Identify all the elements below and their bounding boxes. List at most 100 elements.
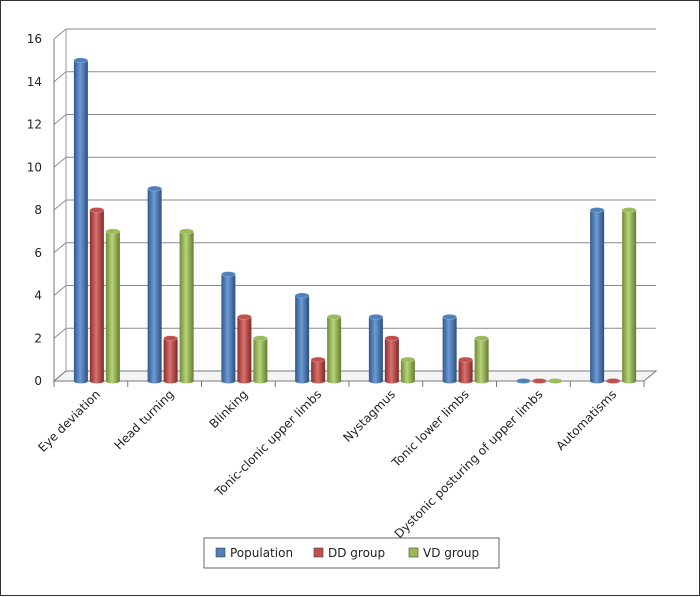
bar-vd-group [621, 207, 637, 384]
bar-bottom [253, 378, 268, 384]
bar-top [310, 356, 326, 363]
legend-swatch [408, 547, 419, 558]
bar-bottom [384, 378, 399, 384]
bar-population [589, 207, 605, 384]
bar-bottom [622, 378, 637, 384]
chart-floor [52, 370, 658, 382]
bar-top [253, 335, 268, 342]
y-tick-label: 12 [27, 118, 42, 132]
bar-bottom [368, 378, 383, 384]
bar-body [105, 231, 120, 381]
y-tick-label: 4 [34, 289, 42, 303]
y-tick-label: 14 [27, 75, 42, 89]
bar-bottom [147, 378, 162, 384]
bar-vd-group [400, 356, 416, 384]
bar-dd-group [458, 356, 473, 384]
bar-population [442, 314, 457, 384]
bar-body [590, 210, 605, 381]
bar-bottom [474, 378, 489, 384]
bar-bottom [73, 378, 88, 384]
bar-bottom [311, 378, 326, 384]
bar-top [621, 207, 637, 213]
x-category-label: Eye deviation [35, 387, 103, 455]
bar-bottom [237, 378, 252, 384]
bar-dd-group [89, 207, 105, 384]
legend-swatch [215, 547, 226, 558]
gridline-side [53, 285, 67, 296]
legend-box [203, 537, 500, 569]
axis-layer [52, 29, 658, 387]
bar-dd-group [605, 378, 621, 384]
bar-top [516, 378, 531, 384]
y-tick-label: 16 [27, 32, 42, 46]
bar-body [163, 338, 178, 381]
bar-bottom [105, 378, 120, 384]
bar-vd-group [179, 228, 194, 384]
bar-top [89, 207, 105, 213]
bar-top [326, 314, 342, 320]
legend-label: VD group [423, 546, 479, 560]
gridline-side [53, 199, 67, 211]
bar-top [548, 378, 563, 384]
gridline-side [53, 327, 67, 339]
bar-population [368, 314, 384, 384]
bar-vd-group [474, 335, 489, 384]
bar-population [147, 185, 162, 384]
x-category-label: Tonic lower limbs [388, 387, 471, 470]
bar-bottom [458, 378, 473, 384]
bar-top [384, 335, 400, 342]
x-category-label: Nystagmus [340, 387, 398, 445]
bar-top [105, 228, 121, 235]
bar-dd-group [384, 335, 400, 384]
x-category-label: Automatisms [553, 387, 619, 453]
bar-body [622, 210, 637, 381]
gridline-side [53, 114, 67, 125]
bar-bottom [163, 378, 178, 384]
bars-layer [73, 57, 637, 384]
y-tick-label: 8 [34, 203, 42, 217]
bar-body [295, 295, 310, 381]
bar-body [147, 188, 162, 381]
bar-dd-group [310, 356, 326, 384]
gridline-side [53, 156, 67, 168]
y-tick-label: 0 [34, 374, 42, 388]
bar-population [294, 292, 310, 384]
bar-body [327, 316, 342, 381]
bar-dd-group [163, 335, 178, 384]
legend-label: Population [230, 546, 293, 560]
bar-bottom [179, 378, 194, 384]
bar-body [253, 338, 268, 381]
bar-bottom [221, 378, 236, 384]
bar-vd-group [253, 335, 268, 384]
bar-dd-group [237, 314, 252, 384]
legend-label: DD group [328, 546, 385, 560]
gridline-side [53, 28, 67, 40]
y-tick-label: 6 [34, 246, 42, 260]
bar-dd-group [532, 378, 547, 384]
bar-body [442, 316, 457, 381]
legend: Population DD group VD group [203, 537, 500, 569]
bar-body [237, 316, 252, 381]
bar-population [73, 57, 89, 384]
bar-top [147, 185, 162, 192]
bar-vd-group [326, 314, 342, 384]
bar-body [368, 316, 383, 381]
bar-top [368, 314, 384, 320]
y-tick-label: 10 [27, 160, 42, 174]
bar-top [532, 378, 547, 384]
bar-top [589, 207, 605, 213]
legend-swatch [313, 547, 324, 558]
bar-top [294, 292, 310, 299]
gridline-side [53, 242, 67, 254]
bar-body [221, 274, 236, 381]
bar-top [474, 335, 489, 342]
bar-vd-group [548, 378, 563, 384]
grid-layer [53, 28, 656, 382]
bar-top [163, 335, 178, 342]
bar-bottom [327, 378, 342, 384]
bar-top [442, 314, 457, 320]
y-tick-label: 2 [34, 331, 42, 345]
bar-body [179, 231, 194, 381]
